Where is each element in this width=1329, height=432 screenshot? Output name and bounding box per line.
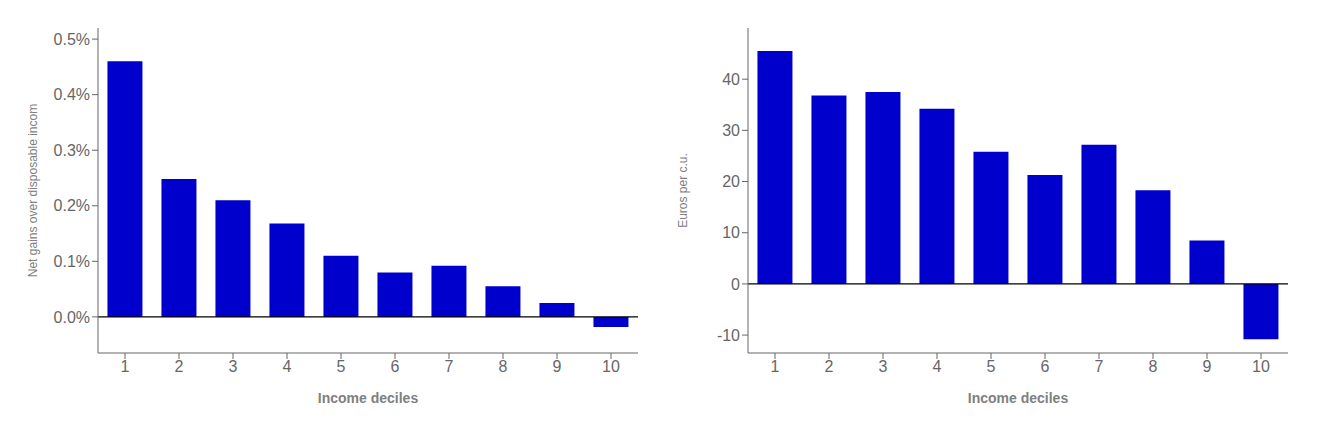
svg-text:10: 10 xyxy=(602,358,620,375)
svg-text:2: 2 xyxy=(825,358,834,375)
svg-text:5: 5 xyxy=(987,358,996,375)
svg-text:0.1%: 0.1% xyxy=(54,253,90,270)
svg-text:0.5%: 0.5% xyxy=(54,31,90,48)
svg-text:0.0%: 0.0% xyxy=(54,309,90,326)
svg-text:10: 10 xyxy=(722,224,740,241)
svg-text:Income deciles: Income deciles xyxy=(318,390,419,406)
svg-text:8: 8 xyxy=(499,358,508,375)
svg-text:Net gains over disposable inco: Net gains over disposable incom xyxy=(26,104,40,277)
svg-text:7: 7 xyxy=(445,358,454,375)
svg-text:0.4%: 0.4% xyxy=(54,86,90,103)
svg-text:0.2%: 0.2% xyxy=(54,197,90,214)
svg-text:3: 3 xyxy=(879,358,888,375)
svg-text:Income deciles: Income deciles xyxy=(968,390,1069,406)
svg-text:9: 9 xyxy=(553,358,562,375)
svg-text:4: 4 xyxy=(283,358,292,375)
svg-text:-10: -10 xyxy=(717,327,740,344)
svg-text:2: 2 xyxy=(175,358,184,375)
svg-text:1: 1 xyxy=(771,358,780,375)
svg-text:30: 30 xyxy=(722,122,740,139)
svg-text:4: 4 xyxy=(933,358,942,375)
svg-text:6: 6 xyxy=(1041,358,1050,375)
svg-text:6: 6 xyxy=(391,358,400,375)
svg-text:10: 10 xyxy=(1252,358,1270,375)
svg-text:7: 7 xyxy=(1095,358,1104,375)
svg-text:Euros per c.u.: Euros per c.u. xyxy=(676,153,690,228)
svg-text:5: 5 xyxy=(337,358,346,375)
svg-text:0.3%: 0.3% xyxy=(54,142,90,159)
svg-text:20: 20 xyxy=(722,173,740,190)
svg-text:1: 1 xyxy=(121,358,130,375)
svg-text:9: 9 xyxy=(1203,358,1212,375)
svg-text:8: 8 xyxy=(1149,358,1158,375)
svg-text:0: 0 xyxy=(731,276,740,293)
svg-text:40: 40 xyxy=(722,71,740,88)
svg-text:3: 3 xyxy=(229,358,238,375)
